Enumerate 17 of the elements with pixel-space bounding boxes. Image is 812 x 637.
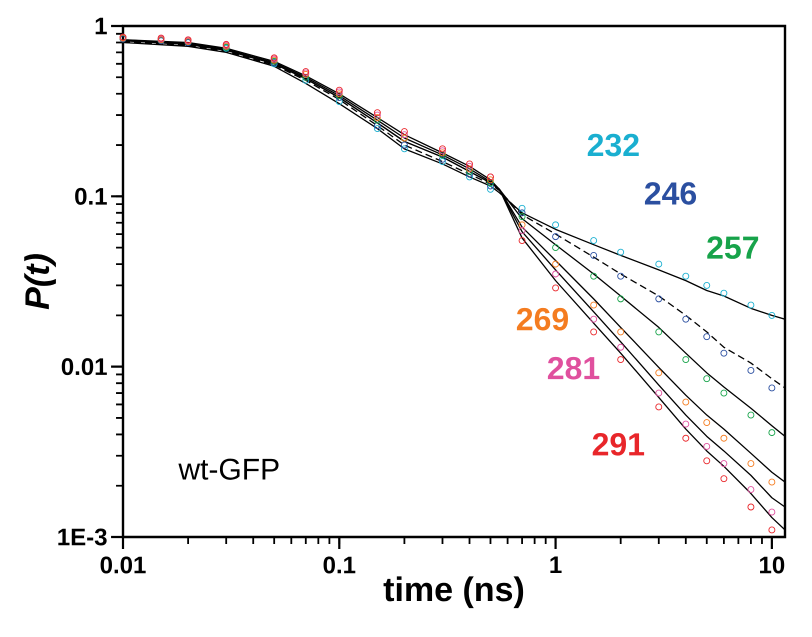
series-label: 269 [516,308,568,331]
y-tick-label: 1 [96,18,107,34]
x-axis-title: time (ns) [384,576,524,608]
annotation: wt-GFP [178,458,279,480]
text: 246 [644,182,696,205]
y-tick-label: 1E-3 [58,528,107,546]
x-tick-label: 0.1 [324,556,356,574]
y-axis-title: P(t) [24,254,56,310]
text: 257 [707,236,758,259]
series-label: 291 [592,433,644,456]
x-tick-label: 1 [550,556,562,574]
y-tick-label: 0.1 [75,188,107,205]
x-tick-label: 0.01 [100,556,146,574]
y-tick-label: 0.01 [62,358,107,376]
text: 232 [588,134,639,156]
x-tick-label: 10 [760,556,784,574]
series-label: 281 [548,356,600,380]
